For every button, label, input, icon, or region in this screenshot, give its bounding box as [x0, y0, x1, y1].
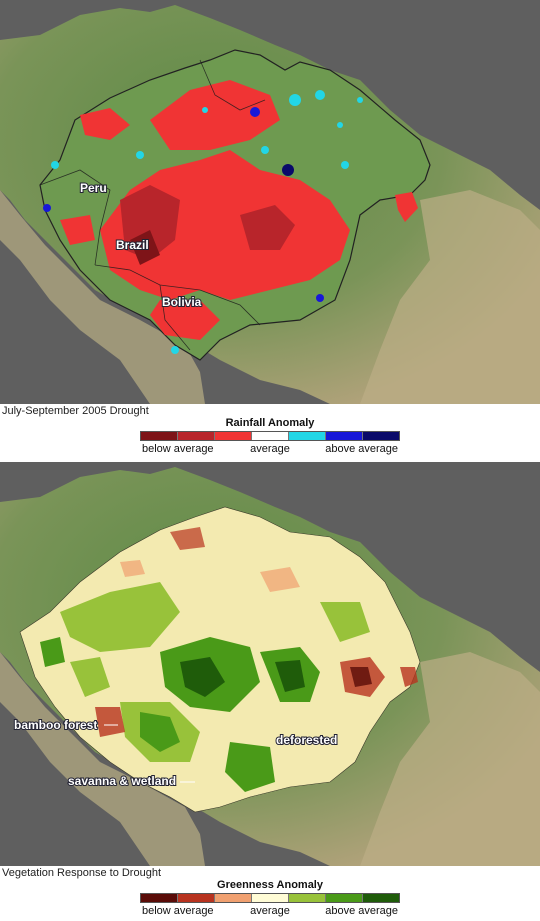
map-label-savanna-wetland: savanna & wetland — [68, 774, 176, 788]
legend-swatch — [289, 894, 326, 902]
greenness-legend: Greenness Anomaly below average average … — [140, 879, 400, 918]
map-label-bamboo-forest: bamboo forest — [14, 718, 97, 732]
legend-color-scale — [140, 893, 400, 903]
legend-swatch — [252, 432, 289, 440]
legend-label-below: below average — [142, 905, 214, 917]
legend-swatch — [326, 894, 363, 902]
map-label-peru: Peru — [80, 181, 107, 195]
legend-swatch — [141, 894, 178, 902]
andes-mountains — [0, 652, 205, 866]
legend-swatch — [289, 432, 326, 440]
legend-labels: below average average above average — [140, 442, 400, 456]
legend-label-below: below average — [142, 443, 214, 455]
top-caption: July-September 2005 Drought — [2, 405, 149, 417]
legend-title: Greenness Anomaly — [217, 879, 323, 891]
legend-swatch — [141, 432, 178, 440]
country-borders — [39, 59, 266, 351]
below-average-greenness-areas — [95, 527, 418, 737]
legend-swatch — [326, 432, 363, 440]
rainfall-anomaly-map: Peru Brazil Bolivia — [0, 0, 540, 404]
legend-label-above: above average — [325, 443, 398, 455]
legend-swatch — [252, 894, 289, 902]
legend-swatch — [363, 432, 399, 440]
legend-color-scale — [140, 431, 400, 441]
legend-swatch — [215, 894, 252, 902]
eastern-highlands — [360, 652, 540, 866]
andes-mountains — [0, 190, 205, 404]
bottom-caption: Vegetation Response to Drought — [2, 867, 162, 879]
legend-label-average: average — [250, 443, 290, 455]
legend-title: Rainfall Anomaly — [225, 417, 315, 429]
eastern-highlands — [360, 190, 540, 404]
rainfall-anomaly-panel: Peru Brazil Bolivia — [0, 0, 540, 404]
rainfall-legend: Rainfall Anomaly below average average a… — [140, 417, 400, 456]
legend-label-average: average — [250, 905, 290, 917]
below-average-rainfall-areas — [60, 80, 418, 340]
legend-swatch — [215, 432, 252, 440]
map-label-bolivia: Bolivia — [162, 295, 202, 309]
legend-swatch — [363, 894, 399, 902]
greenness-anomaly-panel: bamboo forest deforested savanna & wetla… — [0, 462, 540, 866]
map-label-deforested: deforested — [276, 733, 337, 747]
above-average-greenness-areas — [40, 582, 370, 792]
legend-label-above: above average — [325, 905, 398, 917]
legend-swatch — [178, 432, 215, 440]
legend-swatch — [178, 894, 215, 902]
legend-labels: below average average above average — [140, 904, 400, 918]
above-average-rainfall-areas — [43, 90, 363, 354]
map-label-brazil: Brazil — [116, 238, 149, 252]
greenness-anomaly-map: bamboo forest deforested savanna & wetla… — [0, 462, 540, 866]
